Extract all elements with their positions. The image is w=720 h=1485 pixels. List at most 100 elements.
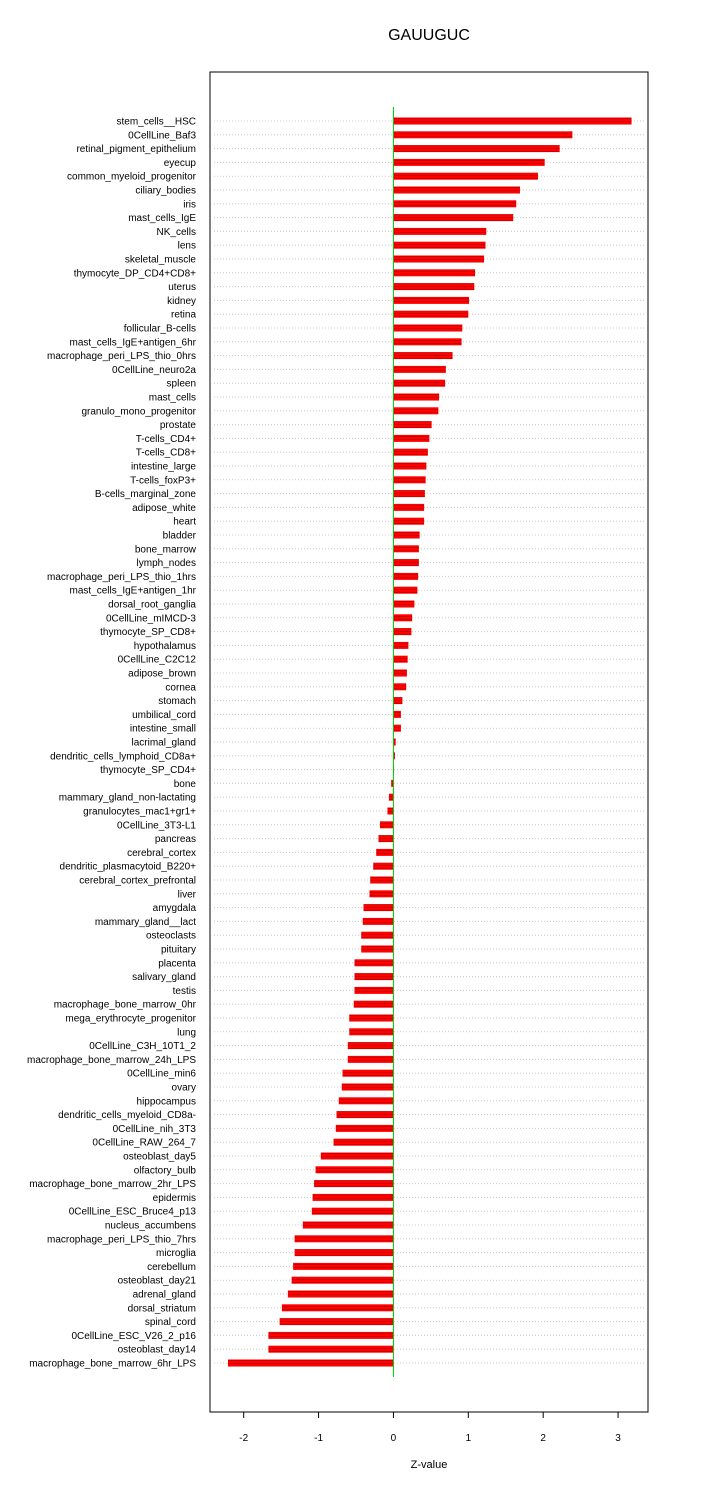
category-label: cornea: [165, 682, 196, 693]
category-label: lymph_nodes: [137, 558, 196, 569]
bar-retina: [393, 310, 469, 318]
x-tick-label: 0: [391, 1433, 397, 1444]
bar-0CellLine_ESC_Bruce4_p13: [311, 1207, 394, 1215]
bar-dorsal_root_ganglia: [393, 600, 415, 608]
bar-bone_marrow: [393, 545, 419, 553]
category-label: amygdala: [153, 903, 197, 914]
category-label: stem_cells__HSC: [117, 117, 196, 128]
category-label: mega_erythrocyte_progenitor: [65, 1014, 196, 1025]
bar-0CellLine_C2C12: [393, 655, 408, 663]
bar-hypothalamus: [393, 641, 409, 649]
category-label: bone: [174, 779, 197, 790]
category-label: 0CellLine_mIMCD-3: [106, 613, 196, 624]
bar-B-cells_marginal_zone: [393, 490, 425, 498]
bar-0CellLine_RAW_264_7: [333, 1138, 394, 1146]
x-tick-label: 1: [466, 1433, 472, 1444]
bar-macrophage_bone_marrow_6hr_LPS: [227, 1359, 394, 1367]
bar-mast_cells: [393, 393, 440, 401]
category-label: macrophage_peri_LPS_thio_0hrs: [47, 351, 196, 362]
bar-osteoblast_day21: [291, 1276, 394, 1284]
category-label: retinal_pigment_epithelium: [76, 144, 196, 155]
bar-granulo_mono_progenitor: [393, 407, 439, 415]
category-label: adipose_white: [132, 503, 196, 514]
category-label: pituitary: [161, 945, 196, 956]
grid-lines: [214, 120, 644, 1364]
category-label: macrophage_peri_LPS_thio_7hrs: [47, 1234, 196, 1245]
bar-adipose_white: [393, 503, 425, 511]
category-label: common_myeloid_progenitor: [67, 172, 197, 183]
category-label: osteoblast_day21: [118, 1276, 197, 1287]
category-label: NK_cells: [157, 227, 196, 238]
category-label: mast_cells_IgE+antigen_1hr: [70, 586, 197, 597]
category-label: macrophage_peri_LPS_thio_1hrs: [47, 572, 196, 583]
bar-lacrimal_gland: [393, 738, 396, 746]
bar-dorsal_striatum: [281, 1304, 394, 1312]
category-label: 0CellLine_3T3-L1: [117, 820, 196, 831]
category-label: dendritic_cells_lymphoid_CD8a+: [50, 751, 196, 762]
bar-bone: [391, 779, 394, 787]
category-label: mast_cells: [149, 393, 196, 404]
category-label: epidermis: [153, 1193, 196, 1204]
category-label: spinal_cord: [145, 1317, 196, 1328]
bar-thymocyte_SP_CD8+: [393, 628, 412, 636]
bar-0CellLine_min6: [342, 1069, 394, 1077]
bar-granulocytes_mac1+gr1+: [387, 807, 394, 815]
bar-macrophage_peri_LPS_thio_7hrs: [294, 1235, 394, 1243]
bar-adrenal_gland: [287, 1290, 394, 1298]
category-label: macrophage_bone_marrow_6hr_LPS: [29, 1359, 196, 1370]
category-label: intestine_large: [131, 462, 196, 473]
category-label: osteoblast_day14: [118, 1345, 197, 1356]
category-label: liver: [178, 889, 197, 900]
bar-eyecup: [393, 158, 545, 166]
category-label: B-cells_marginal_zone: [95, 489, 197, 500]
category-label: osteoclasts: [146, 931, 196, 942]
bar-hippocampus: [338, 1097, 394, 1105]
bar-testis: [354, 986, 394, 994]
category-label: placenta: [158, 958, 196, 969]
category-label: 0CellLine_neuro2a: [112, 365, 196, 376]
category-label: umbilical_cord: [132, 710, 196, 721]
bars: [227, 117, 632, 1367]
category-label: mast_cells_IgE+antigen_6hr: [70, 337, 197, 348]
bar-osteoblast_day14: [268, 1345, 394, 1353]
bar-amygdala: [363, 904, 394, 912]
bar-osteoclasts: [361, 931, 394, 939]
category-label: lacrimal_gland: [132, 738, 196, 749]
category-label: olfactory_bulb: [134, 1165, 197, 1176]
category-label: 0CellLine_C3H_10T1_2: [89, 1041, 196, 1052]
category-label: 0CellLine_min6: [127, 1069, 196, 1080]
bar-spinal_cord: [279, 1318, 394, 1326]
bar-nucleus_accumbens: [302, 1221, 394, 1229]
category-labels: stem_cells__HSC 0CellLine_Baf3 retinal_pig…: [27, 117, 197, 1370]
category-label: thymocyte_SP_CD4+: [100, 765, 196, 776]
category-label: dorsal_striatum: [128, 1303, 196, 1314]
bar-follicular_B-cells: [393, 324, 463, 332]
category-label: T-cells_CD4+: [136, 434, 196, 445]
category-label: dendritic_plasmacytoid_B220+: [60, 862, 197, 873]
bar-T-cells_foxP3+: [393, 476, 426, 484]
category-label: T-cells_foxP3+: [130, 475, 196, 486]
bar-skeletal_muscle: [393, 255, 485, 263]
category-label: heart: [173, 517, 196, 528]
bar-macrophage_bone_marrow_2hr_LPS: [314, 1180, 394, 1188]
category-label: iris: [183, 199, 196, 210]
x-tick-label: 3: [615, 1433, 621, 1444]
category-label: retina: [171, 310, 196, 321]
bar-intestine_large: [393, 462, 427, 470]
bar-stem_cells__HSC: [393, 117, 632, 125]
category-label: bone_marrow: [135, 544, 197, 555]
x-tick-label: -2: [239, 1433, 248, 1444]
bar-thymocyte_DP_CD4+CD8+: [393, 269, 476, 277]
bar-macrophage_peri_LPS_thio_0hrs: [393, 352, 453, 360]
category-label: cerebellum: [147, 1262, 196, 1273]
bar-intestine_small: [393, 724, 401, 732]
bar-pancreas: [378, 835, 394, 843]
category-label: skeletal_muscle: [125, 255, 197, 266]
bar-cerebral_cortex: [376, 848, 394, 856]
category-label: nucleus_accumbens: [105, 1221, 196, 1232]
category-label: salivary_gland: [132, 972, 196, 983]
bar-0CellLine_C3H_10T1_2: [347, 1042, 394, 1050]
bar-mammary_gland__lact: [362, 917, 394, 925]
category-label: 0CellLine_RAW_264_7: [92, 1138, 196, 1149]
bar-retinal_pigment_epithelium: [393, 145, 560, 153]
